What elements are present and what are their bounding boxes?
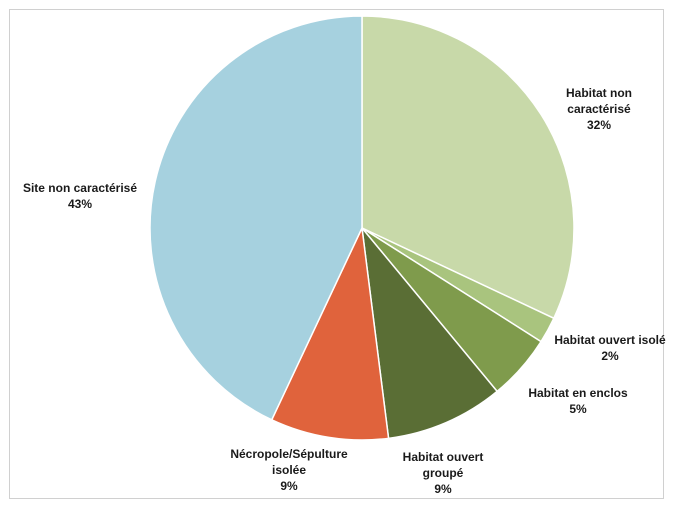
slice-name-label: Habitat ouvert isolé xyxy=(554,333,666,347)
pie-slice-5 xyxy=(149,15,363,421)
slice-value-label: 9% xyxy=(434,482,452,496)
pie-labels: Habitat non caractérisé 32% Habitat ouvert … xyxy=(23,86,666,496)
slice-value-label: 43% xyxy=(68,197,92,211)
slice-value-label: 2% xyxy=(601,349,619,363)
pie-slices xyxy=(149,15,575,441)
slice-value-label: 5% xyxy=(569,402,587,416)
slice-name-label: Habitat en enclos xyxy=(528,386,628,400)
slice-name-label: Site non caractérisé xyxy=(23,181,137,195)
slice-name-label: isolée xyxy=(272,463,306,477)
slice-name-label: Habitat ouvert xyxy=(403,450,484,464)
slice-value-label: 9% xyxy=(280,479,298,493)
pie-slice-3 xyxy=(360,225,499,440)
slice-label-1: Habitat ouvert isolé 2% xyxy=(554,333,666,363)
pie-slice-0 xyxy=(361,15,575,320)
slice-value-label: 32% xyxy=(587,118,611,132)
slice-name-label: Habitat non xyxy=(566,86,632,100)
slice-label-3: Habitat ouvert groupé 9% xyxy=(403,450,484,496)
slice-label-0: Habitat non caractérisé 32% xyxy=(566,86,632,132)
pie-slice-4 xyxy=(270,225,390,441)
slice-name-label: groupé xyxy=(423,466,464,480)
slice-name-label: Nécropole/Sépulture xyxy=(230,447,348,461)
slice-label-2: Habitat en enclos 5% xyxy=(528,386,628,416)
slice-label-4: Nécropole/Sépulture isolée 9% xyxy=(230,447,348,493)
slice-label-5: Site non caractérisé 43% xyxy=(23,181,137,211)
slice-name-label: caractérisé xyxy=(567,102,631,116)
